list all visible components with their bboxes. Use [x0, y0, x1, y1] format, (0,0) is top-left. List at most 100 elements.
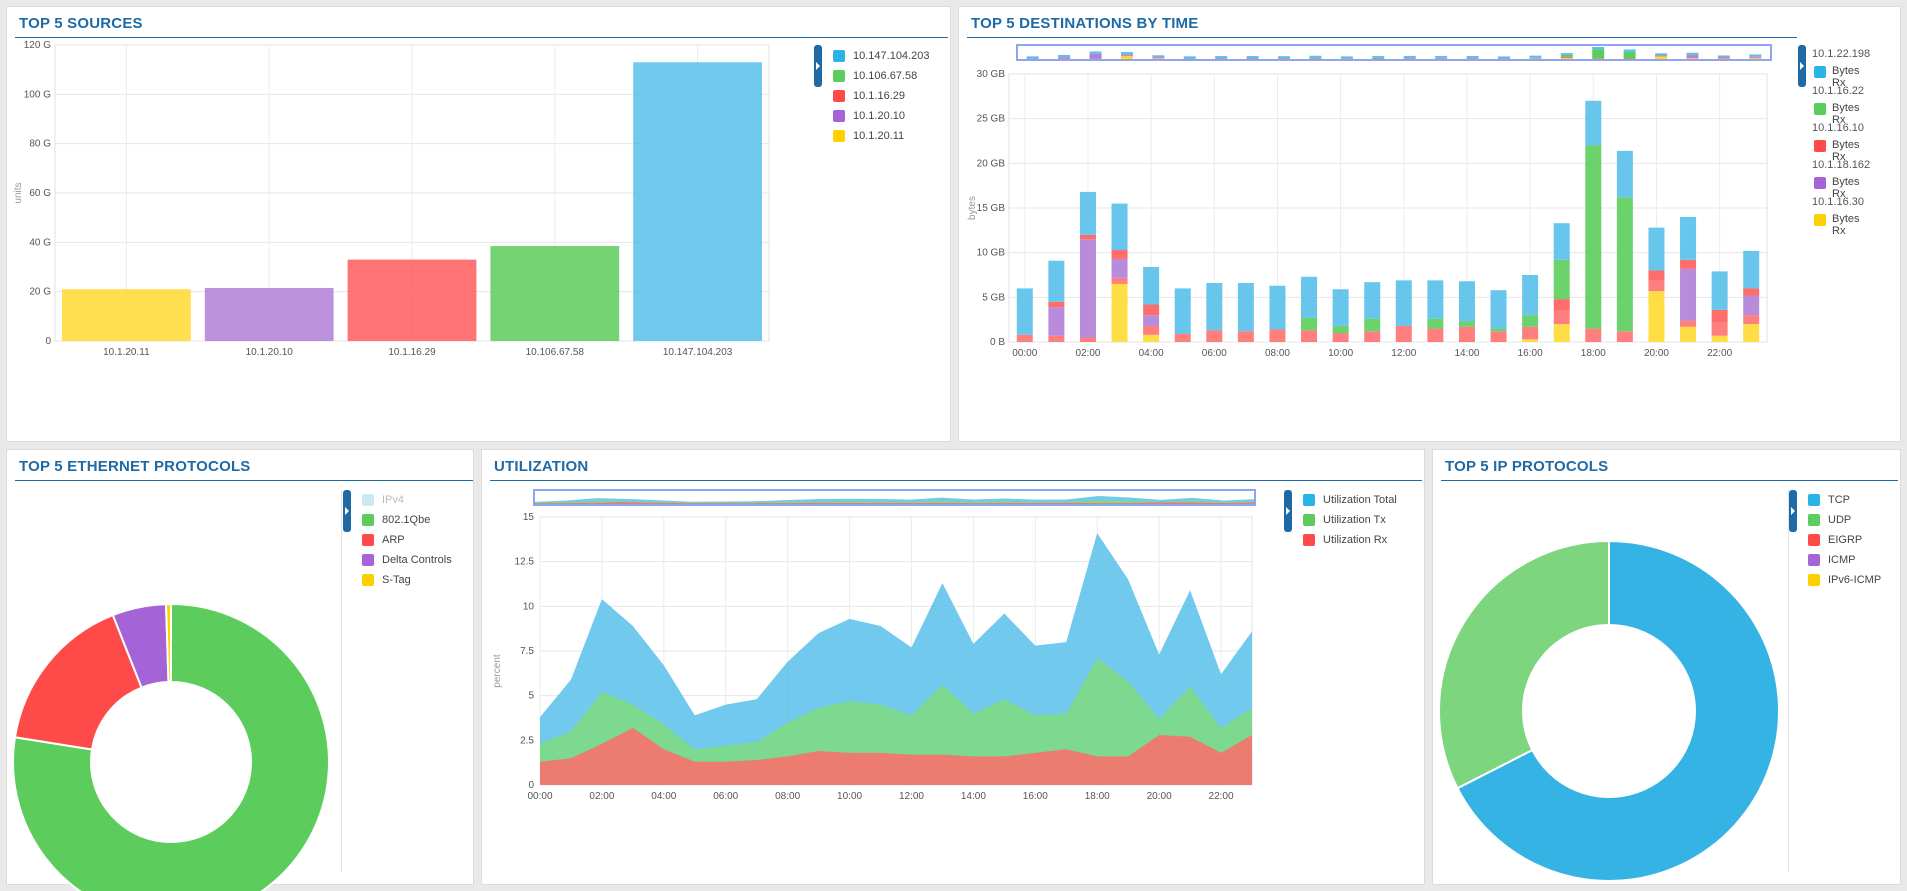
- bar-segment: [1269, 329, 1286, 342]
- legend-swatch: [1808, 494, 1820, 506]
- bar-segment: [1680, 259, 1697, 269]
- bar-segment: [1585, 100, 1602, 146]
- bar-segment: [1332, 325, 1349, 334]
- navigator-bar: [1529, 55, 1542, 58]
- legend-label: S-Tag: [382, 574, 411, 586]
- title-divider: [15, 37, 948, 38]
- x-tick-label: 18:00: [1581, 348, 1606, 359]
- navigator-bar: [1686, 58, 1699, 59]
- legend-swatch: [833, 130, 845, 142]
- navigator-bar: [1152, 57, 1165, 59]
- sources-bar-chart: 0 20 G 40 G 60 G 80 G 100 G 120 G 10.1.20.11 10.…: [13, 40, 770, 358]
- navigator-bar: [1749, 56, 1762, 58]
- navigator-bar: [1655, 53, 1668, 56]
- panel-title: TOP 5 ETHERNET PROTOCOLS: [19, 458, 251, 475]
- bar: [633, 62, 762, 342]
- x-tick-label: 00:00: [527, 791, 552, 802]
- x-tick-label: 10.147.104.203: [663, 347, 733, 358]
- bar-segment: [1174, 288, 1191, 334]
- bar-segment: [1111, 203, 1128, 250]
- navigator-bar: [1120, 56, 1133, 59]
- x-tick-label: 18:00: [1085, 791, 1110, 802]
- x-tick-label: 02:00: [589, 791, 614, 802]
- legend-toggle-icon[interactable]: [343, 490, 351, 532]
- x-tick-label: 22:00: [1707, 348, 1732, 359]
- bar-segment: [1680, 326, 1697, 342]
- y-tick-label: 5 GB: [982, 292, 1005, 303]
- title-divider: [1441, 480, 1898, 481]
- legend-label: Bytes Rx: [1832, 213, 1860, 237]
- navigator-bar: [1529, 57, 1542, 59]
- navigator-bar: [1623, 49, 1636, 52]
- navigator-bar: [1152, 57, 1165, 58]
- bar-segment: [1079, 234, 1096, 240]
- navigator-bar: [1058, 57, 1071, 59]
- donut-slice: [1456, 539, 1780, 882]
- bar-segment: [1616, 197, 1633, 332]
- bar-segment: [1458, 281, 1475, 322]
- bar-segment: [1111, 283, 1128, 342]
- bar-segment: [1490, 290, 1507, 329]
- y-tick-label: 7.5: [520, 646, 534, 657]
- navigator-bar: [1749, 54, 1762, 57]
- area-series: [540, 727, 1252, 785]
- legend-swatch: [1808, 514, 1820, 526]
- bar-segment: [1364, 318, 1381, 332]
- legend-label: 10.147.104.203: [853, 50, 930, 62]
- navigator-bar: [1246, 58, 1259, 59]
- navigator-bar: [1497, 56, 1510, 59]
- top-ip-protocols-panel: TOP 5 IP PROTOCOLS TCP UDP EIGRP ICMP IPv6-I…: [1432, 449, 1901, 885]
- legend-label: 10.106.67.58: [853, 70, 918, 82]
- bar-segment: [1079, 239, 1096, 338]
- x-tick-label: 10.1.20.10: [246, 347, 294, 358]
- y-tick-label: 0: [45, 336, 51, 347]
- legend-label: ICMP: [1828, 554, 1856, 566]
- legend-toggle-icon[interactable]: [1789, 490, 1797, 532]
- bar-segment: [1522, 326, 1539, 340]
- navigator-bar: [1686, 55, 1699, 58]
- legend-swatch: [833, 110, 845, 122]
- x-tick-label: 16:00: [1518, 348, 1543, 359]
- ethernet-donut-chart: [12, 602, 330, 891]
- legend-divider: [1788, 490, 1789, 872]
- legend-label: Utilization Tx: [1323, 514, 1386, 526]
- y-tick-label: 0 B: [990, 337, 1005, 348]
- legend-swatch: [833, 70, 845, 82]
- y-tick-label: 2.5: [520, 735, 534, 746]
- navigator-bar: [1372, 56, 1385, 58]
- navigator-bar: [1340, 56, 1353, 59]
- legend-toggle-icon[interactable]: [1284, 490, 1292, 532]
- bar-segment: [1648, 270, 1665, 281]
- bar-segment: [1458, 326, 1475, 342]
- x-tick-label: 20:00: [1644, 348, 1669, 359]
- bar-segment: [1301, 317, 1318, 331]
- legend-swatch: [833, 50, 845, 62]
- legend-toggle-icon[interactable]: [814, 45, 822, 87]
- legend-swatch: [833, 90, 845, 102]
- y-tick-label: 40 G: [29, 237, 51, 248]
- bar-segment: [1143, 266, 1160, 305]
- legend-label: TCP: [1828, 494, 1850, 506]
- y-tick-label: 30 GB: [977, 69, 1006, 80]
- legend-toggle-icon[interactable]: [1798, 45, 1806, 87]
- bar-segment: [1427, 318, 1444, 329]
- x-tick-label: 14:00: [1454, 348, 1479, 359]
- bar-segment: [1048, 307, 1065, 336]
- x-tick-label: 04:00: [1139, 348, 1164, 359]
- x-tick-label: 02:00: [1075, 348, 1100, 359]
- bar-segment: [1395, 280, 1412, 326]
- navigator-area: [534, 502, 1255, 504]
- bar: [204, 287, 334, 341]
- bar-segment: [1364, 331, 1381, 342]
- bar-segment: [1585, 328, 1602, 342]
- bar-segment: [1553, 310, 1570, 325]
- navigator-bar: [1560, 54, 1573, 57]
- navigator-bar: [1466, 55, 1479, 58]
- x-tick-label: 10.1.16.29: [388, 347, 436, 358]
- legend-swatch: [1814, 140, 1826, 152]
- bar-segment: [1016, 334, 1033, 342]
- bar: [62, 289, 191, 341]
- legend-swatch: [362, 574, 374, 586]
- x-tick-label: 16:00: [1023, 791, 1048, 802]
- x-tick-label: 14:00: [961, 791, 986, 802]
